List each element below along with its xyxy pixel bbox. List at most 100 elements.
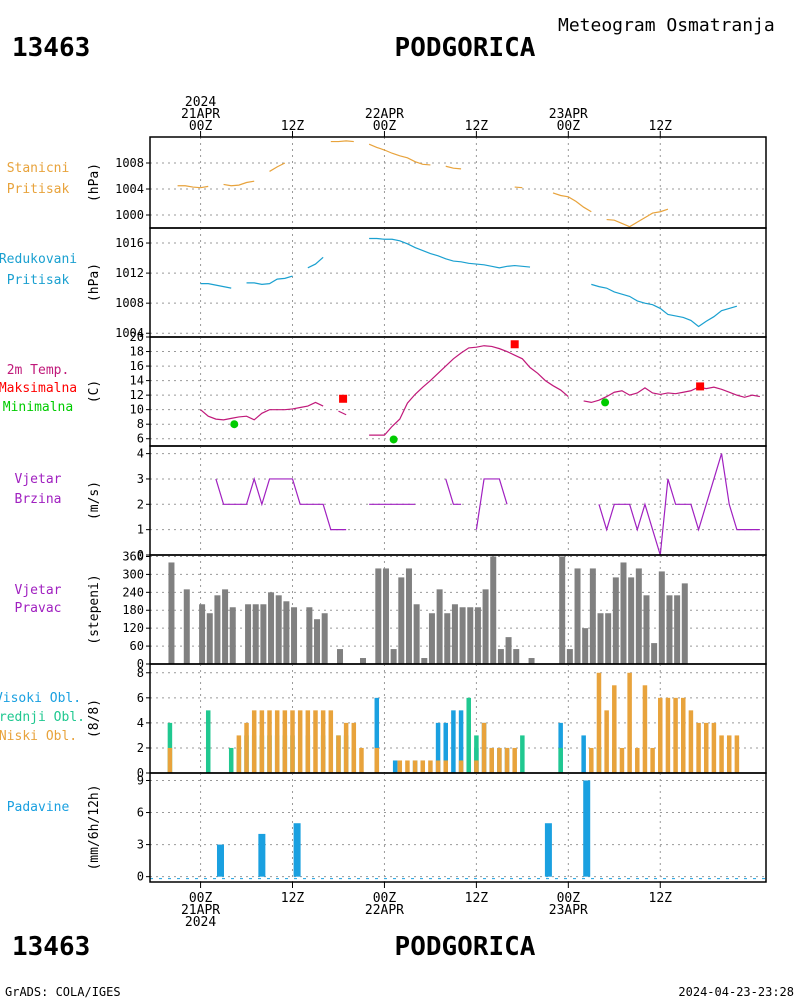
y-axis-label: (mm/6h/12h) <box>87 784 102 870</box>
panel-label: Redukovani <box>0 252 77 267</box>
cloud-bar <box>504 747 510 773</box>
cloud-bar <box>711 722 717 773</box>
cloud-bar <box>443 722 448 773</box>
y-tick-label: 2 <box>137 741 144 755</box>
wind-direction-bar <box>651 643 658 664</box>
y-axis-label: (m/s) <box>87 481 102 520</box>
series-line <box>338 410 347 416</box>
wind-direction-bar <box>574 568 581 664</box>
wind-direction-bar <box>222 589 229 664</box>
wind-direction-bar <box>275 595 282 664</box>
wind-direction-bar <box>405 568 412 664</box>
cloud-bar <box>703 722 709 773</box>
time-label: 22APR <box>365 107 404 122</box>
panel-label: Padavine <box>7 800 70 815</box>
wind-direction-bar <box>398 577 405 664</box>
y-tick-label: 9 <box>137 773 144 787</box>
wind-direction-bar <box>666 595 673 664</box>
time-label: 00Z <box>373 119 397 134</box>
wind-direction-bar <box>390 649 397 664</box>
wind-direction-bar <box>436 589 443 664</box>
panel-frame <box>149 336 767 447</box>
series-line <box>369 345 569 436</box>
max-temp-marker <box>339 394 348 403</box>
cloud-bar <box>267 710 272 773</box>
wind-direction-bar <box>183 589 190 664</box>
panel-label: Pritisak <box>7 273 70 288</box>
y-tick-label: 1008 <box>115 296 144 310</box>
time-label: 00Z <box>189 119 213 134</box>
wind-direction-bar <box>612 577 619 664</box>
wind-direction-bar <box>490 556 497 664</box>
wind-direction-bar <box>214 595 221 664</box>
cloud-bar <box>251 710 257 773</box>
wind-direction-bar <box>528 658 535 664</box>
y-tick-label: 60 <box>130 639 144 653</box>
time-label: 12Z <box>465 891 489 906</box>
precip-bar <box>216 844 224 877</box>
precip-bar <box>258 833 266 877</box>
series-line <box>445 478 462 505</box>
y-tick-label: 300 <box>122 567 144 581</box>
wind-direction-bar <box>597 613 604 664</box>
series-line <box>591 283 738 328</box>
min-temp-marker <box>601 398 610 407</box>
wind-direction-bar <box>582 628 589 664</box>
cloud-bar <box>205 710 211 773</box>
y-tick-label: 6 <box>137 806 144 820</box>
series-line <box>598 453 760 556</box>
cloud-bar <box>435 760 441 773</box>
cloud-bar <box>313 710 318 773</box>
cloud-bar <box>259 710 265 773</box>
wind-direction-bar <box>421 658 428 664</box>
cloud-bar <box>412 760 418 773</box>
wind-direction-bar <box>589 568 596 664</box>
panel-label: Minimalna <box>3 400 73 415</box>
panel-label: Niski Obl. <box>0 729 77 744</box>
cloud-bar <box>466 697 471 773</box>
panel-label: Maksimalna <box>0 381 77 396</box>
cloud-bar <box>336 735 341 773</box>
series-line <box>307 256 324 269</box>
y-tick-label: 1008 <box>115 156 144 170</box>
y-tick-label: 0 <box>137 548 144 562</box>
y-tick-label: 3 <box>137 472 144 486</box>
panel-0: 1000 1004 1008 (hPa) Stanicni Pritisak <box>7 136 767 229</box>
y-tick-label: 0 <box>137 870 144 884</box>
series-line <box>369 237 531 269</box>
cloud-bar <box>497 747 502 773</box>
cloud-bar <box>474 760 479 773</box>
wind-direction-bar <box>444 613 451 664</box>
wind-direction-bar <box>674 595 681 664</box>
series-line <box>269 162 286 172</box>
wind-direction-bar <box>505 637 512 664</box>
series-line <box>246 275 293 285</box>
wind-direction-bar <box>283 601 290 664</box>
wind-direction-bar <box>168 562 175 664</box>
y-tick-label: 4 <box>137 447 144 461</box>
wind-direction-bar <box>306 607 313 664</box>
cloud-bar <box>228 747 234 773</box>
wind-direction-bar <box>513 649 520 664</box>
cloud-bar <box>351 722 357 773</box>
series-line <box>606 208 669 228</box>
series-line <box>514 186 523 189</box>
cloud-bar <box>236 735 242 773</box>
credit-label: GrADS: COLA/IGES <box>5 985 121 999</box>
time-label: 12Z <box>649 891 673 906</box>
series-line <box>200 401 324 421</box>
time-label: 23APR <box>549 903 588 918</box>
wind-direction-bar <box>199 604 206 664</box>
cloud-bar <box>420 760 426 773</box>
panel-5: 0 2 4 6 8 (8/8) Visoki Obl. Srednji Obl. Niski O… <box>0 663 767 780</box>
series-line <box>552 192 592 213</box>
cloud-bar <box>458 760 464 773</box>
max-temp-marker <box>510 340 519 349</box>
series-line <box>583 386 760 404</box>
panel-frame <box>149 772 767 883</box>
series-line <box>223 180 255 187</box>
y-axis-label: (C) <box>87 380 102 403</box>
panel-frame <box>149 445 767 556</box>
panel-label: Stanicni <box>7 161 70 176</box>
y-tick-label: 0 <box>137 657 144 671</box>
